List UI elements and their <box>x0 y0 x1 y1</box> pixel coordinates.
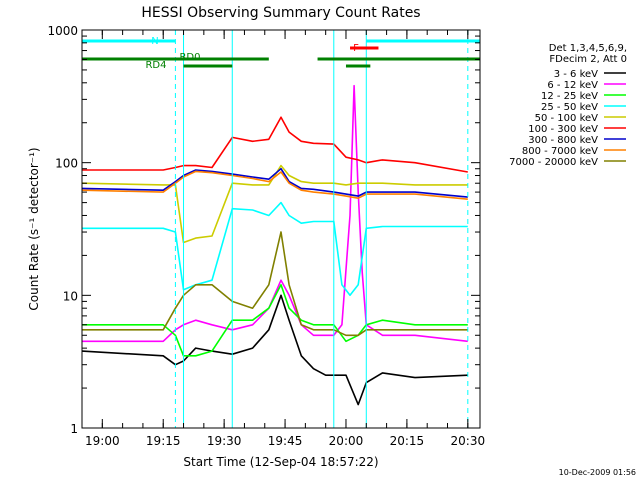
series-line-4 <box>81 164 468 244</box>
flag-label-0: N <box>151 36 158 47</box>
x-tick-label-6: 20:30 <box>451 434 486 448</box>
x-tick-label-3: 19:45 <box>268 434 303 448</box>
legend-label-5: 100 - 300 keV <box>528 124 598 135</box>
legend-label-8: 7000 - 20000 keV <box>509 157 598 168</box>
series-line-7 <box>81 170 468 200</box>
x-tick-label-5: 20:15 <box>390 434 425 448</box>
legend: Det 1,3,4,5,6,9,FDecim 2, Att 0 3 - 6 keV… <box>509 43 627 168</box>
x-axis-title: Start Time (12-Sep-04 18:57:22) <box>183 455 378 469</box>
y-tick-label-3: 1000 <box>47 24 78 38</box>
y-axis-title: Count Rate (s⁻¹ detector⁻¹) <box>27 147 41 310</box>
y-tick-label-1: 10 <box>63 289 78 303</box>
flag-label-2: RD4 <box>145 60 166 71</box>
x-tick-label-2: 19:30 <box>207 434 242 448</box>
legend-label-0: 3 - 6 keV <box>554 69 598 80</box>
series-line-0 <box>81 294 468 406</box>
legend-label-3: 25 - 50 keV <box>541 102 598 113</box>
series-line-3 <box>82 201 468 297</box>
legend-label-6: 300 - 800 keV <box>528 135 598 146</box>
series-line-5 <box>82 116 468 173</box>
legend-label-1: 6 - 12 keV <box>547 80 598 91</box>
timestamp: 10-Dec-2009 01:56 <box>559 468 636 477</box>
x-tick-label-4: 20:00 <box>329 434 364 448</box>
series-line-6 <box>81 167 468 198</box>
legend-header-1: FDecim 2, Att 0 <box>549 54 627 65</box>
x-tick-label-0: 19:00 <box>85 434 120 448</box>
legend-label-2: 12 - 25 keV <box>541 91 598 102</box>
y-tick-label-2: 100 <box>55 157 78 171</box>
chart-title: HESSI Observing Summary Count Rates <box>141 5 420 21</box>
x-tick-label-1: 19:15 <box>146 434 181 448</box>
legend-label-7: 800 - 7000 keV <box>522 146 598 157</box>
flag-label-1: RD0 <box>179 52 200 63</box>
flag-label-3: F <box>353 43 359 54</box>
series-line-2 <box>82 283 468 357</box>
legend-label-4: 50 - 100 keV <box>535 113 599 124</box>
legend-header-0: Det 1,3,4,5,6,9, <box>549 43 627 54</box>
y-tick-label-0: 1 <box>70 422 78 436</box>
series-line-8 <box>82 231 468 337</box>
plot-frame <box>81 29 481 429</box>
